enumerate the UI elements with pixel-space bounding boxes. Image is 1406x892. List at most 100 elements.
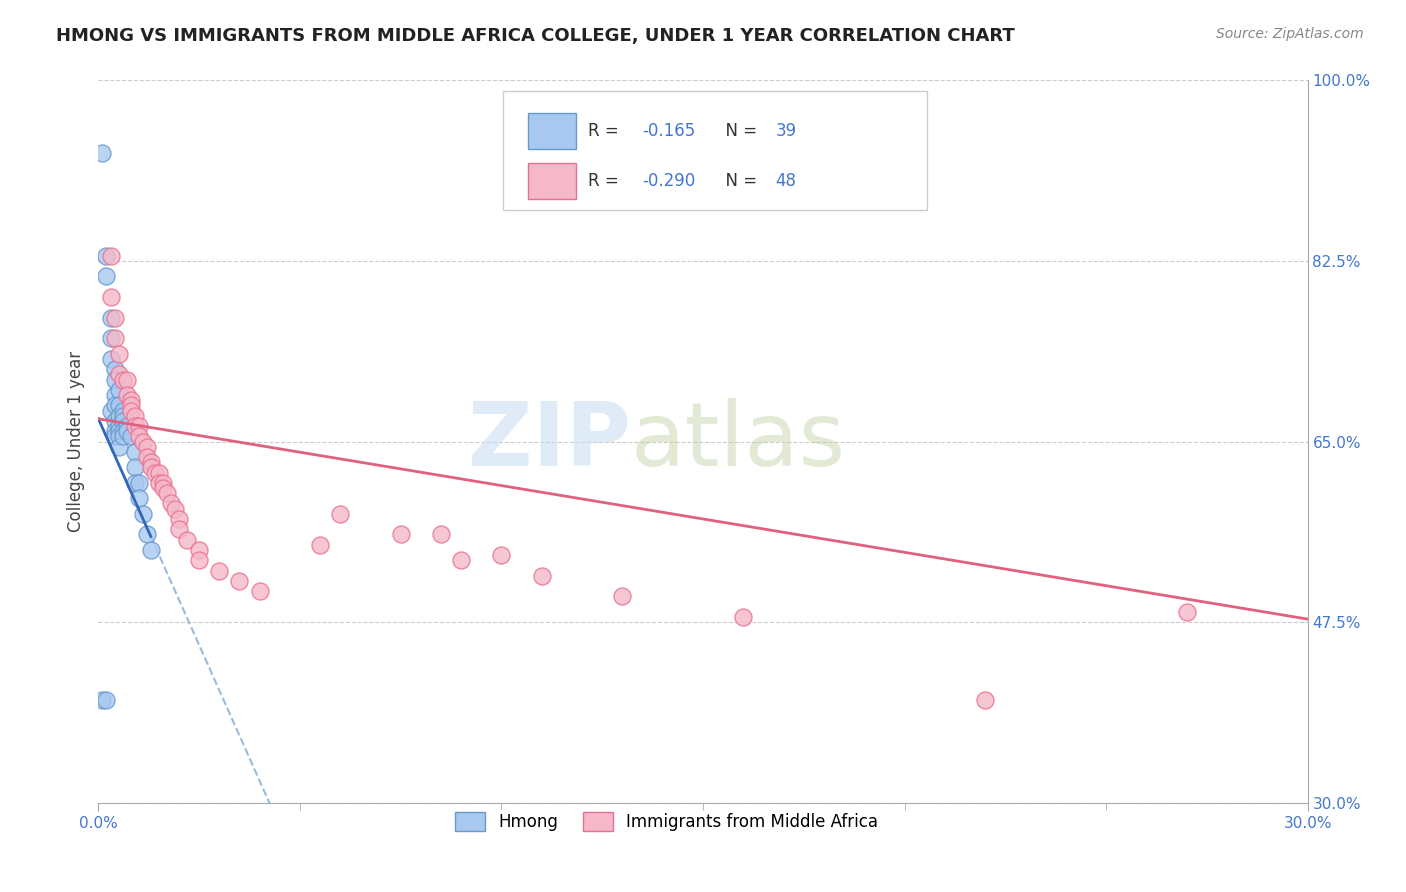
Point bbox=[111, 414, 134, 428]
Point bbox=[143, 466, 166, 480]
Point bbox=[111, 409, 134, 423]
Point bbox=[176, 533, 198, 547]
Point bbox=[167, 512, 190, 526]
Point bbox=[96, 269, 118, 284]
Point bbox=[612, 590, 634, 604]
Point bbox=[139, 460, 162, 475]
Point bbox=[135, 440, 157, 454]
Point bbox=[309, 538, 332, 552]
Point bbox=[1175, 605, 1198, 619]
Text: N =: N = bbox=[716, 122, 762, 140]
Text: ZIP: ZIP bbox=[468, 398, 630, 485]
Point bbox=[128, 419, 150, 434]
Point bbox=[103, 398, 125, 412]
Point bbox=[450, 553, 472, 567]
Point bbox=[111, 403, 134, 417]
Text: 39: 39 bbox=[776, 122, 797, 140]
Point bbox=[107, 383, 129, 397]
Point bbox=[132, 434, 155, 449]
Point bbox=[107, 398, 129, 412]
Point bbox=[974, 692, 997, 706]
Point bbox=[156, 486, 179, 500]
FancyBboxPatch shape bbox=[527, 112, 576, 149]
Point bbox=[100, 310, 122, 325]
Text: atlas: atlas bbox=[630, 398, 845, 485]
Text: 48: 48 bbox=[776, 172, 797, 190]
Point bbox=[111, 429, 134, 443]
Point bbox=[249, 584, 271, 599]
Point bbox=[228, 574, 250, 588]
Point bbox=[103, 331, 125, 345]
Point bbox=[107, 347, 129, 361]
Point bbox=[152, 481, 174, 495]
Point bbox=[124, 460, 146, 475]
Point bbox=[124, 445, 146, 459]
Point bbox=[163, 501, 186, 516]
Point bbox=[530, 568, 553, 582]
FancyBboxPatch shape bbox=[527, 163, 576, 200]
Point bbox=[91, 692, 114, 706]
Point bbox=[329, 507, 352, 521]
Point bbox=[103, 429, 125, 443]
Point bbox=[115, 388, 138, 402]
Point bbox=[103, 373, 125, 387]
FancyBboxPatch shape bbox=[503, 91, 927, 211]
Point bbox=[124, 419, 146, 434]
Text: -0.290: -0.290 bbox=[643, 172, 696, 190]
Point bbox=[139, 455, 162, 469]
Point bbox=[107, 419, 129, 434]
Text: R =: R = bbox=[588, 172, 624, 190]
Text: N =: N = bbox=[716, 172, 762, 190]
Y-axis label: College, Under 1 year: College, Under 1 year bbox=[66, 351, 84, 533]
Point bbox=[100, 403, 122, 417]
Point bbox=[167, 522, 190, 536]
Point bbox=[188, 542, 211, 557]
Point bbox=[107, 429, 129, 443]
Point bbox=[148, 475, 170, 490]
Point bbox=[107, 368, 129, 382]
Point bbox=[430, 527, 453, 541]
Point bbox=[96, 692, 118, 706]
Point bbox=[100, 331, 122, 345]
Point bbox=[107, 424, 129, 438]
Point bbox=[115, 373, 138, 387]
Point bbox=[91, 145, 114, 160]
Point bbox=[120, 393, 142, 408]
Point bbox=[208, 564, 231, 578]
Point bbox=[128, 475, 150, 490]
Point bbox=[120, 429, 142, 443]
Point bbox=[103, 362, 125, 376]
Point bbox=[132, 507, 155, 521]
Point bbox=[139, 542, 162, 557]
Point bbox=[152, 475, 174, 490]
Point bbox=[120, 403, 142, 417]
Text: -0.165: -0.165 bbox=[643, 122, 696, 140]
Point bbox=[96, 249, 118, 263]
Point bbox=[103, 310, 125, 325]
Point bbox=[107, 440, 129, 454]
Text: R =: R = bbox=[588, 122, 624, 140]
Point bbox=[733, 610, 755, 624]
Text: HMONG VS IMMIGRANTS FROM MIDDLE AFRICA COLLEGE, UNDER 1 YEAR CORRELATION CHART: HMONG VS IMMIGRANTS FROM MIDDLE AFRICA C… bbox=[56, 27, 1015, 45]
Point bbox=[115, 424, 138, 438]
Point bbox=[160, 496, 183, 510]
Point bbox=[135, 527, 157, 541]
Point bbox=[389, 527, 412, 541]
Point bbox=[128, 429, 150, 443]
Point bbox=[120, 398, 142, 412]
Point bbox=[100, 351, 122, 366]
Point bbox=[103, 414, 125, 428]
Point bbox=[128, 491, 150, 506]
Point bbox=[148, 466, 170, 480]
Point bbox=[124, 409, 146, 423]
Text: Source: ZipAtlas.com: Source: ZipAtlas.com bbox=[1216, 27, 1364, 41]
Point bbox=[100, 249, 122, 263]
Point bbox=[111, 424, 134, 438]
Point bbox=[124, 475, 146, 490]
Point bbox=[100, 290, 122, 304]
Legend: Hmong, Immigrants from Middle Africa: Hmong, Immigrants from Middle Africa bbox=[449, 805, 886, 838]
Point bbox=[111, 373, 134, 387]
Point bbox=[107, 409, 129, 423]
Point bbox=[135, 450, 157, 464]
Point bbox=[103, 424, 125, 438]
